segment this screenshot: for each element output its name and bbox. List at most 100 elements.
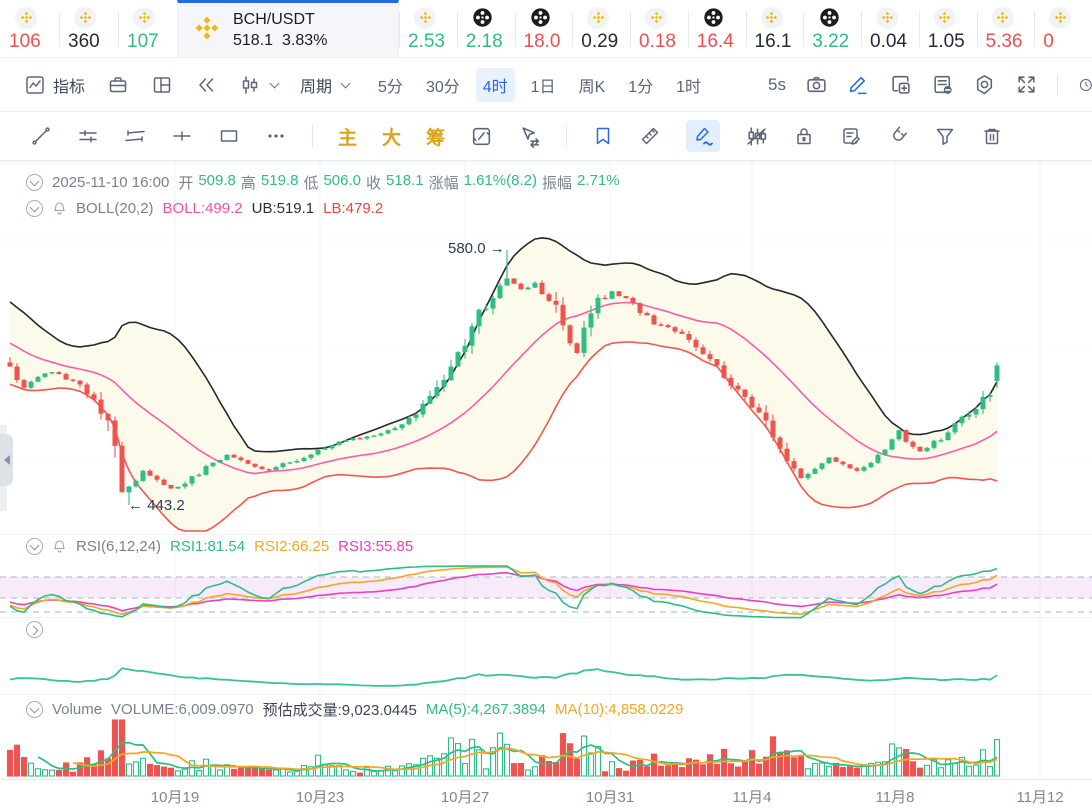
horizontal-lines-tool[interactable] — [77, 125, 99, 147]
ticker-tab[interactable]: 360 — [59, 0, 118, 57]
ticker-price: 0.29 — [581, 30, 619, 52]
collapse-chevron-icon[interactable] — [26, 174, 43, 191]
ticker-tab[interactable]: 3.22 — [803, 0, 861, 57]
ticker-tab[interactable]: 2.53 — [399, 0, 457, 57]
price-annotation: ← 443.2 — [128, 497, 185, 514]
cursor-compare-tool[interactable] — [518, 125, 541, 148]
toolbox-button[interactable] — [107, 74, 129, 96]
period-button[interactable]: 4时 — [475, 67, 515, 102]
ticker-tab[interactable]: 106 — [0, 0, 59, 57]
lock-tool[interactable] — [793, 125, 815, 147]
trash-tool[interactable] — [981, 125, 1003, 147]
replay-button[interactable] — [195, 74, 217, 96]
notes-edit-tool[interactable] — [840, 125, 862, 147]
period-button[interactable]: 周K — [578, 78, 606, 96]
cross-line-tool[interactable] — [171, 125, 193, 147]
edit-pencil-icon[interactable] — [847, 73, 870, 96]
time-axis-label: 11月12 — [1016, 789, 1064, 806]
pair-price: 518.1 — [233, 31, 274, 49]
ohlc-value: 2.71% — [576, 172, 620, 189]
coin-icon — [645, 6, 667, 29]
alert-bell-icon[interactable] — [52, 539, 67, 554]
volume-estimate: 预估成交量:9,023.0445 — [262, 702, 417, 719]
ruler-tool[interactable] — [639, 125, 661, 147]
ticker-tab[interactable]: 1.05 — [918, 0, 977, 57]
expand-chevron-icon[interactable] — [26, 621, 43, 638]
period-dropdown[interactable]: 周期 — [300, 73, 351, 97]
ticker-tab[interactable]: 18.0 — [514, 0, 573, 57]
ticker-tab[interactable]: 107 — [118, 0, 177, 57]
collapse-chevron-icon[interactable] — [26, 200, 43, 217]
refresh-clock-icon[interactable] — [1077, 74, 1092, 96]
ticker-tab[interactable]: 16.1 — [745, 0, 804, 57]
toolbar-right-group: 5s — [768, 73, 1092, 96]
coin-icon — [1049, 6, 1072, 29]
ticker-price: 18.0 — [523, 30, 561, 52]
rsi3-value: RSI3:55.85 — [338, 538, 414, 555]
candle-style-button[interactable] — [239, 74, 280, 96]
period-button[interactable]: 1时 — [676, 78, 702, 96]
active-pair-tab[interactable]: BCH/USDT 518.1 3.83% — [177, 0, 399, 57]
ohlc-value: 1.61%(8.2) — [463, 172, 537, 189]
fullscreen-icon[interactable] — [1015, 73, 1038, 96]
collapse-chevron-icon[interactable] — [26, 701, 43, 718]
strategy-icon[interactable] — [931, 73, 954, 96]
compare-candles-tool[interactable] — [745, 125, 768, 148]
alert-bell-icon[interactable] — [52, 201, 67, 216]
more-tools-ellipsis[interactable] — [265, 125, 287, 147]
ohlc-label: 涨幅 — [428, 175, 459, 192]
rewind-icon — [199, 77, 214, 92]
ticker-tab[interactable]: 5.36 — [976, 0, 1035, 57]
main-chart-label[interactable]: 主 — [338, 127, 358, 149]
speed-label[interactable]: 5s — [768, 74, 786, 94]
chips-label[interactable]: 筹 — [426, 127, 446, 149]
divider — [1057, 73, 1058, 96]
ticker-tab[interactable]: 0.29 — [572, 0, 630, 57]
ticker-price: 107 — [127, 30, 159, 52]
volume-value: VOLUME:6,009.0970 — [111, 701, 254, 718]
divider — [312, 125, 313, 147]
draw-pencil-tool[interactable] — [686, 120, 721, 152]
ticker-tab[interactable]: 0.18 — [630, 0, 688, 57]
period-button[interactable]: 5分 — [378, 78, 403, 96]
ticker-tab[interactable]: 16.4 — [687, 0, 746, 57]
time-axis-label: 10月31 — [585, 789, 635, 806]
filter-funnel-tool[interactable] — [934, 125, 956, 147]
ohlc-label: 低 — [303, 175, 319, 192]
layout-button[interactable] — [151, 74, 173, 96]
ohlc-label: 收 — [366, 175, 382, 192]
collapsed-panel-toggle — [26, 621, 43, 638]
big-chart-label[interactable]: 大 — [382, 127, 402, 149]
settings-gear-icon[interactable] — [973, 73, 996, 96]
add-pane-icon[interactable] — [889, 73, 912, 96]
parallel-channel-tool[interactable] — [124, 125, 146, 147]
sidebar-collapse-handle[interactable] — [0, 434, 13, 486]
volume-legend: Volume VOLUME:6,009.0970 预估成交量:9,023.044… — [26, 699, 683, 720]
camera-icon[interactable] — [805, 73, 828, 96]
cycle-edit-tool[interactable] — [470, 125, 493, 148]
trend-line-tool[interactable] — [30, 125, 52, 147]
ticker-price: 2.53 — [408, 30, 445, 52]
ticker-tab[interactable]: 2.18 — [456, 0, 515, 57]
ticker-tab[interactable]: 0 — [1034, 0, 1092, 57]
volume-ma10: MA(10):4,858.0229 — [554, 701, 684, 718]
candle-style-icon — [242, 75, 258, 94]
ticker-price: 2.18 — [465, 30, 503, 52]
volume-ma5: MA(5):4,267.3894 — [425, 701, 546, 718]
ticker-tab[interactable]: 0.04 — [861, 0, 919, 57]
coin-icon — [15, 6, 37, 29]
indicator-button[interactable]: 指标 — [24, 73, 85, 97]
period-button[interactable]: 1分 — [628, 78, 654, 96]
rectangle-tool[interactable] — [218, 125, 240, 147]
candle-datetime: 2025-11-10 16:00 — [52, 174, 170, 191]
ohlc-pair: 涨幅 1.61%(8.2) — [429, 172, 537, 193]
collapse-chevron-icon[interactable] — [26, 538, 43, 555]
rsi1-value: RSI1:81.54 — [170, 538, 246, 555]
time-axis[interactable]: 10月19 10月23 10月27 10月31 11月4 11月8 11月12 — [0, 779, 1092, 808]
bookmark-tool[interactable] — [592, 125, 614, 147]
period-button[interactable]: 30分 — [425, 78, 460, 96]
indicator-chart-icon — [26, 75, 44, 94]
period-button[interactable]: 1日 — [530, 78, 556, 96]
magnet-tool[interactable] — [887, 125, 909, 147]
